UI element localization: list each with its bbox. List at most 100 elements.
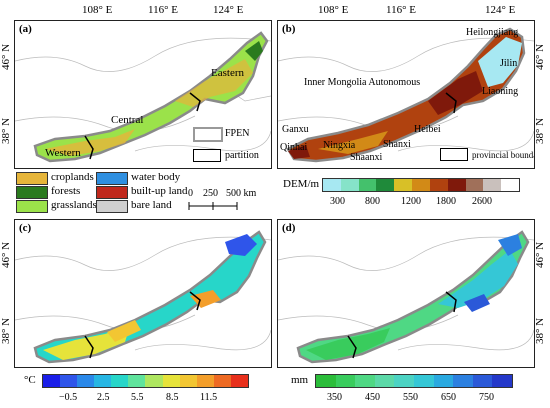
legend-label-built-up-land: built-up land <box>131 185 188 197</box>
provincial-boundary-label: provincial boundary <box>472 150 534 160</box>
temp-segment-10 <box>213 375 231 387</box>
legend-swatch-croplands <box>16 172 48 185</box>
lat-label-38-c: 38° N <box>0 317 12 344</box>
legend-label-forests: forests <box>51 185 81 197</box>
legend-swatch-bare-land <box>96 200 128 213</box>
precip-segment-8 <box>472 375 493 387</box>
temp-tick-2-5: 2.5 <box>97 392 110 403</box>
province-shaanxi: Shaanxi <box>350 152 383 163</box>
dem-segment-4 <box>394 179 413 191</box>
panel-d-map-svg <box>278 230 534 364</box>
temp-legend-title: °C <box>24 374 36 386</box>
dem-tick-1800: 1800 <box>436 196 456 207</box>
panel-a-map-svg <box>15 31 271 163</box>
province-shanxi: Shanxi <box>383 139 411 150</box>
province-heibei: Heibei <box>414 124 441 135</box>
precip-segment-7 <box>453 375 473 387</box>
province-inner-mongolia: Inner Mongolia Autonomous <box>304 77 421 88</box>
dem-tick-300: 300 <box>330 196 345 207</box>
dem-segment-6 <box>429 179 448 191</box>
temperature-colorbar <box>42 374 249 388</box>
lon-label-124: 124° E <box>213 4 244 16</box>
precip-segment-5 <box>413 375 434 387</box>
precip-segment-9 <box>492 375 512 387</box>
precip-tick-350: 350 <box>327 392 342 403</box>
lon-label-124-b: 124° E <box>485 4 516 16</box>
temp-segment-11 <box>230 375 248 387</box>
panel-c-temperature-map: (c) <box>14 219 272 368</box>
precip-tick-450: 450 <box>365 392 380 403</box>
lat-label-46-c: 46° N <box>0 241 12 268</box>
temp-tick-neg0-5: −0.5 <box>59 392 78 403</box>
dem-tick-2600: 2600 <box>472 196 492 207</box>
temp-segment-0 <box>43 375 61 387</box>
scalebar-tick-500: 500 km <box>226 188 257 199</box>
precip-tick-550: 550 <box>403 392 418 403</box>
fpen-legend-label: FPEN <box>225 128 250 139</box>
legend-label-grasslands: grasslands <box>51 199 97 211</box>
precip-segment-4 <box>394 375 414 387</box>
province-ganxu: Ganxu <box>282 124 309 135</box>
panel-b-label: (b) <box>282 23 296 35</box>
dem-segment-8 <box>465 179 484 191</box>
province-jilin: Jilin <box>500 58 518 69</box>
dem-segment-1 <box>340 179 359 191</box>
panel-a-label: (a) <box>19 23 32 35</box>
temp-segment-2 <box>77 375 95 387</box>
panel-d-label: (d) <box>282 222 296 234</box>
precip-legend-title: mm <box>291 374 309 386</box>
lat-label-46-a: 46° N <box>0 43 12 70</box>
temp-segment-3 <box>94 375 112 387</box>
dem-segment-3 <box>376 179 395 191</box>
temp-segment-9 <box>196 375 214 387</box>
temp-segment-1 <box>60 375 78 387</box>
region-label-central: Central <box>111 114 144 126</box>
temp-segment-6 <box>145 375 163 387</box>
scalebar-tick-0: 0 <box>188 188 193 199</box>
legend-label-bare-land: bare land <box>131 199 172 211</box>
lon-label-108: 108° E <box>82 4 113 16</box>
temp-segment-4 <box>111 375 129 387</box>
dem-segment-2 <box>358 179 377 191</box>
dem-tick-800: 800 <box>365 196 380 207</box>
legend-swatch-forests <box>16 186 48 199</box>
province-heilongjiang: Heilongjiang <box>466 27 519 38</box>
temp-tick-8-5: 8.5 <box>166 392 179 403</box>
lat-label-38-b: 38° N <box>534 117 546 144</box>
temp-segment-8 <box>179 375 197 387</box>
dem-segment-10 <box>501 179 519 191</box>
dem-segment-0 <box>323 179 341 191</box>
dem-segment-9 <box>483 179 502 191</box>
panel-c-label: (c) <box>19 222 32 234</box>
lat-label-38-d: 38° N <box>534 317 546 344</box>
legend-swatch-grasslands <box>16 200 48 213</box>
temp-segment-5 <box>128 375 146 387</box>
lon-label-108-b: 108° E <box>318 4 349 16</box>
dem-segment-5 <box>412 179 430 191</box>
precip-segment-0 <box>316 375 336 387</box>
precip-segment-2 <box>355 375 375 387</box>
region-label-western: Western <box>45 147 81 159</box>
lat-label-46-d: 46° N <box>534 241 546 268</box>
panel-b-dem-map: (b) Heilongjiang Jilin Liaoning Inner Mo… <box>277 20 535 169</box>
temp-tick-5-5: 5.5 <box>131 392 144 403</box>
scalebar-tick-250: 250 <box>203 188 218 199</box>
partition-legend-swatch <box>193 149 221 162</box>
region-label-eastern: Eastern <box>211 67 244 79</box>
dem-colorbar <box>322 178 520 192</box>
lon-label-116: 116° E <box>148 4 178 16</box>
provincial-boundary-swatch <box>440 148 468 161</box>
temp-segment-7 <box>162 375 180 387</box>
panel-a-landcover-map: (a) Eastern Central Western FPEN partiti… <box>14 20 272 169</box>
precip-segment-1 <box>335 375 356 387</box>
dem-tick-1200: 1200 <box>401 196 421 207</box>
province-liaoning: Liaoning <box>482 86 519 97</box>
legend-label-croplands: croplands <box>51 171 94 183</box>
province-ningxia: Ningxia <box>323 140 356 151</box>
fpen-legend-swatch <box>193 127 223 142</box>
precipitation-colorbar <box>315 374 513 388</box>
fpen-region-a <box>33 31 269 163</box>
panel-d-precipitation-map: (d) <box>277 219 535 368</box>
panel-b-map-svg <box>278 27 534 163</box>
legend-swatch-water-body <box>96 172 128 185</box>
